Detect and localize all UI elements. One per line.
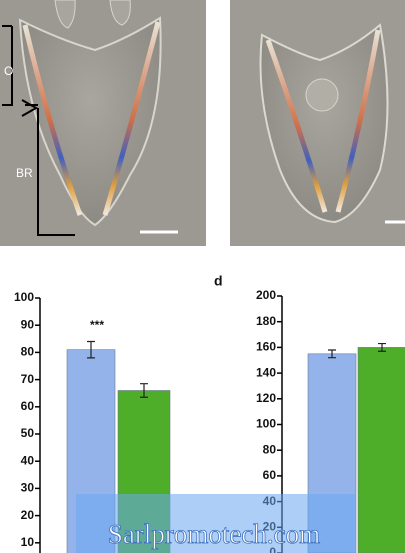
y-tick-label: 180 xyxy=(256,314,276,328)
y-tick-label: 140 xyxy=(256,365,276,379)
error-bar xyxy=(328,349,336,359)
y-tick-label: 160 xyxy=(256,340,276,354)
image-label: BR xyxy=(16,166,33,180)
y-tick-label: 90 xyxy=(21,317,35,331)
y-tick-label: 80 xyxy=(263,442,277,456)
y-tick-label: 120 xyxy=(256,391,276,405)
error-bar xyxy=(140,383,148,398)
image-label: O xyxy=(4,64,13,78)
y-tick-label: 100 xyxy=(14,290,34,304)
y-tick-label: 60 xyxy=(21,399,35,413)
y-tick-label: 50 xyxy=(21,426,35,440)
watermark: Sarlpromotech.com xyxy=(108,519,320,549)
bar xyxy=(357,347,405,553)
y-tick-label: 40 xyxy=(21,453,35,467)
y-tick-label: 100 xyxy=(256,417,276,431)
y-tick-label: 20 xyxy=(21,508,35,522)
y-tick-label: 60 xyxy=(263,468,277,482)
y-tick-label: 80 xyxy=(21,345,35,359)
panel-label: d xyxy=(214,273,223,289)
watermark-band xyxy=(76,494,356,553)
y-tick-label: 30 xyxy=(21,481,35,495)
error-bar xyxy=(87,340,95,359)
error-bar xyxy=(378,342,386,352)
micrograph-left: O BR xyxy=(0,0,206,246)
micrograph-right xyxy=(230,0,405,246)
significance-label: *** xyxy=(90,318,104,332)
y-tick-label: 10 xyxy=(21,535,35,549)
y-tick-label: 200 xyxy=(256,288,276,302)
y-tick-label: 70 xyxy=(21,372,35,386)
